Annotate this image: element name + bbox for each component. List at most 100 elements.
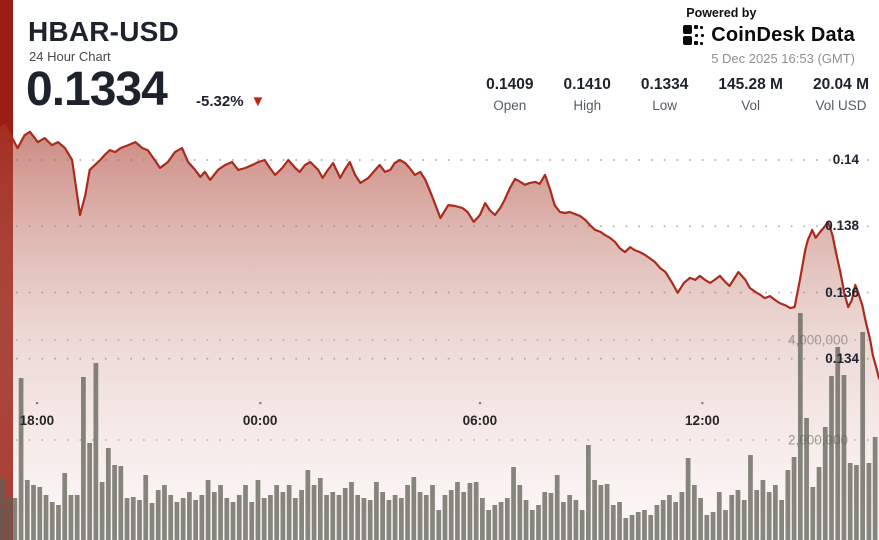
stat-value: 0.1409 [486, 76, 534, 93]
time-axis-label: 18:00 [19, 413, 55, 428]
stat-label: Vol USD [815, 98, 867, 113]
volume-bar [124, 498, 130, 540]
page-title: HBAR-USD [28, 16, 179, 47]
volume-bar [436, 510, 442, 540]
attribution: Powered by CoinDesk Data 5 Dec 2025 16:5… [683, 6, 855, 66]
volume-bar [623, 518, 629, 540]
volume-bar [872, 437, 878, 540]
volume-bar [205, 480, 211, 540]
stat-high: 0.1410 High [564, 76, 611, 113]
volume-bar [324, 495, 329, 540]
volume-bar [773, 485, 778, 540]
volume-bar [548, 493, 554, 540]
stat-vol: 145.28 M Vol [718, 76, 783, 113]
volume-bar [660, 500, 666, 540]
volume-bar [442, 495, 448, 540]
price-axis-label: 0.136 [825, 284, 859, 300]
volume-bar [710, 512, 716, 540]
volume-bar [735, 490, 741, 540]
volume-bar [648, 515, 654, 540]
volume-bar [374, 482, 379, 540]
volume-bar [93, 363, 99, 540]
time-tick-dot [35, 402, 39, 405]
volume-bar [423, 495, 429, 540]
volume-bar [105, 448, 111, 540]
volume-bar [386, 500, 392, 540]
volume-bar [236, 495, 242, 540]
volume-bar [517, 485, 523, 540]
ohlcv-stats: 0.1409 Open 0.1410 High 0.1334 Low 145.28 M Vol… [486, 76, 869, 113]
volume-bar [573, 500, 579, 540]
time-axis-label: 12:00 [685, 413, 720, 428]
powered-by-label: Powered by [686, 6, 757, 20]
volume-bar [654, 505, 660, 540]
volume-bar [480, 498, 485, 540]
volume-bar [461, 492, 467, 540]
down-triangle-icon: ▼ [250, 93, 266, 110]
volume-bar [791, 457, 797, 540]
volume-bar [305, 470, 311, 540]
volume-bar [31, 485, 36, 540]
volume-bar [224, 498, 230, 540]
volume-bar [586, 445, 591, 540]
volume-bar [430, 485, 435, 540]
volume-bar [168, 495, 174, 540]
volume-bar [417, 492, 423, 540]
volume-bar [455, 482, 460, 540]
volume-bar [230, 502, 236, 540]
volume-bar [342, 488, 348, 540]
volume-bar [99, 482, 105, 540]
volume-bar [673, 502, 679, 540]
price-axis-label: 0.14 [832, 152, 859, 167]
volume-bar [847, 463, 853, 540]
volume-bar [810, 487, 816, 540]
chart-subtitle: 24 Hour Chart [29, 49, 111, 64]
time-axis-label: 06:00 [462, 413, 498, 428]
volume-bar [62, 473, 68, 540]
volume-bar [261, 498, 267, 540]
volume-bar [211, 492, 217, 540]
volume-bar [766, 492, 772, 540]
volume-bar [554, 475, 560, 540]
volume-bar [355, 495, 361, 540]
volume-bar [642, 510, 647, 540]
volume-bar [698, 498, 703, 540]
volume-bar [18, 378, 24, 540]
volume-bar [268, 495, 273, 540]
volume-bar [716, 492, 722, 540]
volume-bar [311, 485, 317, 540]
stat-value: 0.1410 [563, 76, 611, 93]
volume-bar [37, 487, 43, 540]
coindesk-brand[interactable]: CoinDesk Data [683, 24, 855, 47]
volume-bar [822, 427, 828, 540]
volume-bar [860, 332, 866, 540]
volume-bar [691, 485, 697, 540]
volume-bar [155, 490, 161, 540]
stat-open: 0.1409 Open [486, 76, 533, 113]
stat-value: 20.04 M [812, 76, 869, 93]
volume-bar [754, 490, 760, 540]
volume-bar [392, 495, 398, 540]
volume-bar [6, 498, 11, 540]
volume-bar [398, 498, 404, 540]
time-axis-label: 00:00 [242, 413, 278, 428]
stat-low: 0.1334 Low [641, 76, 688, 113]
volume-bar [523, 500, 529, 540]
volume-bar [255, 480, 261, 540]
volume-bar [180, 498, 186, 540]
stat-label: Low [652, 98, 678, 113]
volume-bar [592, 480, 597, 540]
volume-bar [218, 485, 223, 540]
volume-bar [317, 478, 323, 540]
volume-bar [56, 505, 61, 540]
volume-axis-label: 4,000,000 [788, 333, 848, 348]
volume-bar [24, 480, 30, 540]
volume-bar [137, 500, 142, 540]
volume-bar [797, 313, 803, 540]
volume-bar [604, 484, 610, 540]
volume-bar [367, 500, 373, 540]
stat-value: 145.28 M [718, 76, 783, 93]
volume-bar [473, 482, 479, 540]
volume-bar [610, 505, 616, 540]
